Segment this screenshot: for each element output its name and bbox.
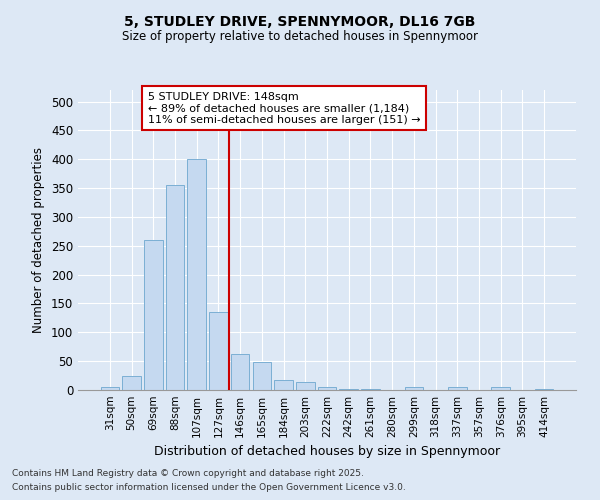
Bar (231, 354, 250, 390)
Text: Contains HM Land Registry data © Crown copyright and database right 2025.: Contains HM Land Registry data © Crown c… (12, 468, 364, 477)
Y-axis label: Number of detached properties: Number of detached properties (32, 147, 46, 333)
Bar (448, 387, 467, 390)
Text: Contains public sector information licensed under the Open Government Licence v3: Contains public sector information licen… (12, 484, 406, 492)
Text: 5, STUDLEY DRIVE, SPENNYMOOR, DL16 7GB: 5, STUDLEY DRIVE, SPENNYMOOR, DL16 7GB (124, 15, 476, 29)
Bar (101, 387, 119, 390)
Bar (340, 389, 358, 390)
Bar (274, 380, 293, 390)
Bar (166, 185, 184, 390)
Bar (122, 376, 141, 390)
Bar (296, 382, 314, 390)
Text: 5 STUDLEY DRIVE: 148sqm
← 89% of detached houses are smaller (1,184)
11% of semi: 5 STUDLEY DRIVE: 148sqm ← 89% of detache… (148, 92, 421, 124)
Bar (318, 386, 336, 390)
Bar (187, 159, 206, 390)
Bar (535, 389, 553, 390)
Text: Size of property relative to detached houses in Spennymoor: Size of property relative to detached ho… (122, 30, 478, 43)
Bar (209, 312, 227, 390)
X-axis label: Distribution of detached houses by size in Spennymoor: Distribution of detached houses by size … (154, 446, 500, 458)
Bar (491, 387, 510, 390)
Bar (144, 240, 163, 390)
Bar (404, 387, 423, 390)
Bar (253, 362, 271, 390)
